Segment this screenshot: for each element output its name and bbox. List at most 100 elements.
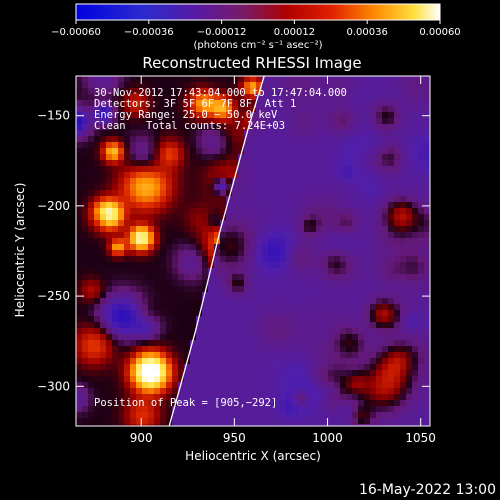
heatmap-cell bbox=[250, 268, 256, 274]
heatmap-cell bbox=[388, 82, 394, 88]
heatmap-cell bbox=[364, 160, 370, 166]
heatmap-cell bbox=[364, 400, 370, 406]
heatmap-cell bbox=[220, 238, 226, 244]
heatmap-cell bbox=[106, 184, 112, 190]
heatmap-cell bbox=[130, 400, 136, 406]
heatmap-cell bbox=[172, 238, 178, 244]
heatmap-cell bbox=[142, 316, 148, 322]
heatmap-cell bbox=[214, 226, 220, 232]
colorbar-tick-label: −0.00012 bbox=[197, 27, 247, 38]
heatmap-cell bbox=[94, 262, 100, 268]
heatmap-cell bbox=[280, 364, 286, 370]
heatmap-cell bbox=[190, 148, 196, 154]
heatmap-cell bbox=[154, 208, 160, 214]
heatmap-cell bbox=[328, 112, 334, 118]
heatmap-cell bbox=[166, 82, 172, 88]
heatmap-cell bbox=[178, 394, 184, 400]
heatmap-cell bbox=[280, 202, 286, 208]
heatmap-cell bbox=[304, 328, 310, 334]
heatmap-cell bbox=[136, 112, 142, 118]
heatmap-cell bbox=[292, 304, 298, 310]
heatmap-cell bbox=[358, 292, 364, 298]
heatmap-cell bbox=[352, 172, 358, 178]
heatmap-cell bbox=[382, 370, 388, 376]
heatmap-cell bbox=[268, 256, 274, 262]
heatmap-cell bbox=[256, 286, 262, 292]
heatmap-cell bbox=[208, 250, 214, 256]
heatmap-cell bbox=[82, 328, 88, 334]
heatmap-cell bbox=[382, 262, 388, 268]
heatmap-cell bbox=[88, 370, 94, 376]
heatmap-cell bbox=[136, 202, 142, 208]
heatmap-cell bbox=[268, 286, 274, 292]
heatmap-cell bbox=[232, 100, 238, 106]
heatmap-cell bbox=[178, 112, 184, 118]
heatmap-cell bbox=[316, 190, 322, 196]
heatmap-cell bbox=[376, 406, 382, 412]
heatmap-cell bbox=[382, 166, 388, 172]
heatmap-cell bbox=[298, 328, 304, 334]
heatmap-cell bbox=[292, 328, 298, 334]
heatmap-cell bbox=[76, 328, 82, 334]
heatmap-cell bbox=[292, 124, 298, 130]
heatmap-cell bbox=[166, 298, 172, 304]
heatmap-cell bbox=[208, 328, 214, 334]
heatmap-cell bbox=[76, 418, 82, 424]
heatmap-cell bbox=[118, 196, 124, 202]
heatmap-cell bbox=[226, 232, 232, 238]
heatmap-cell bbox=[394, 202, 400, 208]
heatmap-cell bbox=[358, 232, 364, 238]
heatmap-cell bbox=[316, 394, 322, 400]
heatmap-cell bbox=[184, 172, 190, 178]
heatmap-cell bbox=[124, 82, 130, 88]
heatmap-cell bbox=[334, 304, 340, 310]
heatmap-cell bbox=[256, 190, 262, 196]
heatmap-cell bbox=[346, 88, 352, 94]
heatmap-cell bbox=[382, 100, 388, 106]
heatmap-cell bbox=[358, 274, 364, 280]
heatmap-cell bbox=[154, 268, 160, 274]
heatmap-cell bbox=[148, 262, 154, 268]
heatmap-cell bbox=[388, 268, 394, 274]
heatmap-cell bbox=[118, 130, 124, 136]
heatmap-cell bbox=[382, 130, 388, 136]
heatmap-cell bbox=[388, 196, 394, 202]
heatmap-cell bbox=[268, 190, 274, 196]
heatmap-cell bbox=[274, 412, 280, 418]
heatmap-cell bbox=[364, 382, 370, 388]
heatmap-cell bbox=[292, 184, 298, 190]
heatmap-cell bbox=[376, 208, 382, 214]
heatmap-cell bbox=[262, 364, 268, 370]
heatmap-cell bbox=[112, 166, 118, 172]
heatmap-cell bbox=[262, 298, 268, 304]
heatmap-cell bbox=[196, 214, 202, 220]
heatmap-cell bbox=[130, 118, 136, 124]
heatmap-cell bbox=[226, 112, 232, 118]
heatmap-cell bbox=[256, 364, 262, 370]
heatmap-cell bbox=[412, 226, 418, 232]
heatmap-cell bbox=[130, 238, 136, 244]
heatmap-cell bbox=[166, 286, 172, 292]
heatmap-cell bbox=[202, 118, 208, 124]
heatmap-cell bbox=[388, 172, 394, 178]
heatmap-cell bbox=[394, 286, 400, 292]
heatmap-cell bbox=[184, 262, 190, 268]
heatmap-cell bbox=[214, 298, 220, 304]
heatmap-cell bbox=[250, 376, 256, 382]
heatmap-cell bbox=[208, 346, 214, 352]
heatmap-cell bbox=[154, 76, 160, 82]
heatmap-cell bbox=[334, 322, 340, 328]
heatmap-cell bbox=[124, 424, 130, 426]
heatmap-cell bbox=[82, 298, 88, 304]
heatmap-cell bbox=[364, 298, 370, 304]
heatmap-cell bbox=[148, 82, 154, 88]
heatmap-cell bbox=[388, 400, 394, 406]
heatmap-cell bbox=[286, 184, 292, 190]
heatmap-cell bbox=[376, 214, 382, 220]
heatmap-cell bbox=[190, 208, 196, 214]
heatmap-cell bbox=[298, 334, 304, 340]
heatmap-cell bbox=[148, 226, 154, 232]
heatmap-cell bbox=[358, 346, 364, 352]
heatmap-cell bbox=[388, 238, 394, 244]
heatmap-cell bbox=[202, 328, 208, 334]
